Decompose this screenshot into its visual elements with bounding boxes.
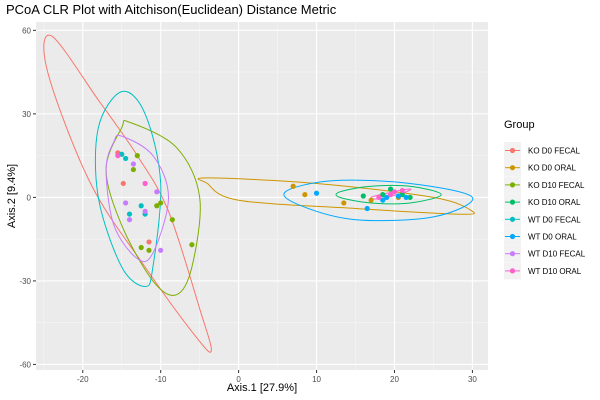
- data-point: [376, 194, 382, 200]
- data-point: [154, 189, 160, 195]
- data-point: [395, 193, 401, 199]
- confidence-ellipse: [94, 90, 162, 288]
- legend-key-point: [509, 165, 516, 171]
- legend-label: KO D0 ORAL: [528, 164, 577, 173]
- confidence-ellipse: [283, 179, 474, 222]
- x-axis-label: Axis.1 [27.9%]: [226, 382, 298, 394]
- data-point: [158, 247, 164, 253]
- data-point: [290, 183, 296, 189]
- data-point: [126, 217, 133, 223]
- data-point: [368, 197, 374, 203]
- legend-label: WT D10 ORAL: [528, 267, 582, 276]
- data-point: [341, 200, 347, 206]
- legend-label: WT D0 FECAL: [528, 215, 581, 224]
- y-axis-label: Axis.2 [9.4%]: [6, 163, 18, 229]
- data-point: [399, 187, 405, 194]
- data-point: [130, 161, 137, 167]
- data-point: [142, 208, 148, 214]
- plot-panel: [36, 22, 488, 370]
- x-tick-label: -20: [77, 375, 89, 384]
- legend-label: KO D10 FECAL: [528, 181, 585, 190]
- data-point: [189, 242, 195, 248]
- data-point: [123, 155, 129, 162]
- data-point: [134, 153, 140, 159]
- y-tick-label: -30: [19, 277, 31, 286]
- legend-key-point: [509, 182, 516, 188]
- data-point: [115, 153, 121, 159]
- data-point: [380, 197, 386, 203]
- data-point: [360, 193, 366, 199]
- data-point: [387, 192, 394, 198]
- legend-label: KO D0 FECAL: [528, 147, 581, 156]
- legend-label: WT D0 ORAL: [528, 233, 577, 242]
- data-point: [138, 244, 144, 251]
- x-tick-label: 20: [390, 375, 399, 384]
- x-tick-label: -10: [155, 375, 167, 384]
- x-tick-label: 10: [312, 375, 321, 384]
- data-point: [364, 205, 370, 212]
- y-tick-label: -60: [19, 360, 31, 369]
- data-point: [138, 203, 144, 209]
- chart-title: PCoA CLR Plot with Aitchison(Euclidean) …: [6, 2, 337, 17]
- data-point: [407, 194, 413, 200]
- data-point: [313, 190, 320, 196]
- data-point: [146, 247, 152, 253]
- legend-key-point: [509, 147, 516, 154]
- data-point: [380, 192, 386, 198]
- data-point: [384, 194, 390, 200]
- legend-label: WT D10 FECAL: [528, 250, 586, 259]
- confidence-ellipse: [197, 177, 475, 215]
- data-point: [123, 200, 129, 206]
- data-point: [391, 189, 398, 195]
- data-point: [130, 166, 137, 173]
- data-point: [120, 180, 126, 187]
- data-point: [169, 217, 175, 223]
- data-point: [403, 194, 409, 200]
- legend-title: Group: [504, 119, 535, 131]
- data-point: [158, 200, 164, 206]
- legend-key-point: [509, 216, 516, 222]
- legend-label: KO D10 ORAL: [528, 198, 581, 207]
- legend-key-point: [509, 233, 516, 240]
- data-point: [126, 211, 133, 217]
- data-point: [302, 192, 308, 198]
- y-tick-label: 30: [22, 110, 31, 119]
- data-point: [154, 203, 160, 209]
- legend-key-point: [509, 199, 516, 205]
- x-tick-label: 30: [468, 375, 477, 384]
- data-point: [387, 186, 394, 192]
- y-tick-label: 0: [27, 193, 32, 202]
- data-point: [142, 180, 148, 187]
- data-point: [146, 239, 152, 245]
- y-tick-label: 60: [22, 26, 31, 35]
- legend-key-point: [509, 251, 516, 257]
- x-tick-label: 0: [236, 375, 241, 384]
- confidence-ellipse: [105, 134, 170, 263]
- confidence-ellipse: [43, 34, 212, 353]
- legend-key-point: [509, 268, 516, 274]
- confidence-ellipse: [335, 184, 442, 205]
